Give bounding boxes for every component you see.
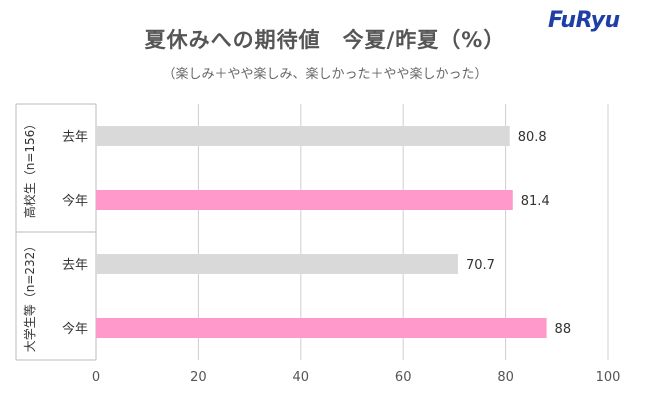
data-label: 88 [555, 322, 572, 337]
bar [96, 126, 510, 146]
bar-category-label: 今年 [62, 193, 88, 209]
data-label: 80.8 [518, 130, 547, 145]
data-label: 81.4 [521, 194, 550, 209]
group-label: 高校生（n=156） [22, 118, 37, 219]
bar [96, 318, 547, 338]
bar-category-label: 今年 [62, 321, 88, 337]
bar [96, 190, 513, 210]
bar-category-label: 去年 [62, 130, 88, 145]
bar-category-label: 去年 [62, 258, 88, 273]
x-tick-label: 20 [190, 370, 207, 385]
x-tick-label: 100 [596, 370, 621, 385]
x-tick-label: 80 [497, 370, 514, 385]
brand-logo: FuRyu [548, 8, 620, 33]
bar [96, 254, 458, 274]
x-tick-label: 0 [92, 370, 100, 385]
data-label: 70.7 [466, 258, 495, 273]
chart-subtitle: （楽しみ＋やや楽しみ、楽しかった＋やや楽しかった） [162, 67, 488, 82]
chart-title: 夏休みへの期待値 今夏/昨夏（%） [144, 28, 506, 52]
group-label: 大学生等（n=232） [22, 240, 37, 353]
x-tick-label: 40 [293, 370, 310, 385]
x-tick-label: 60 [395, 370, 412, 385]
